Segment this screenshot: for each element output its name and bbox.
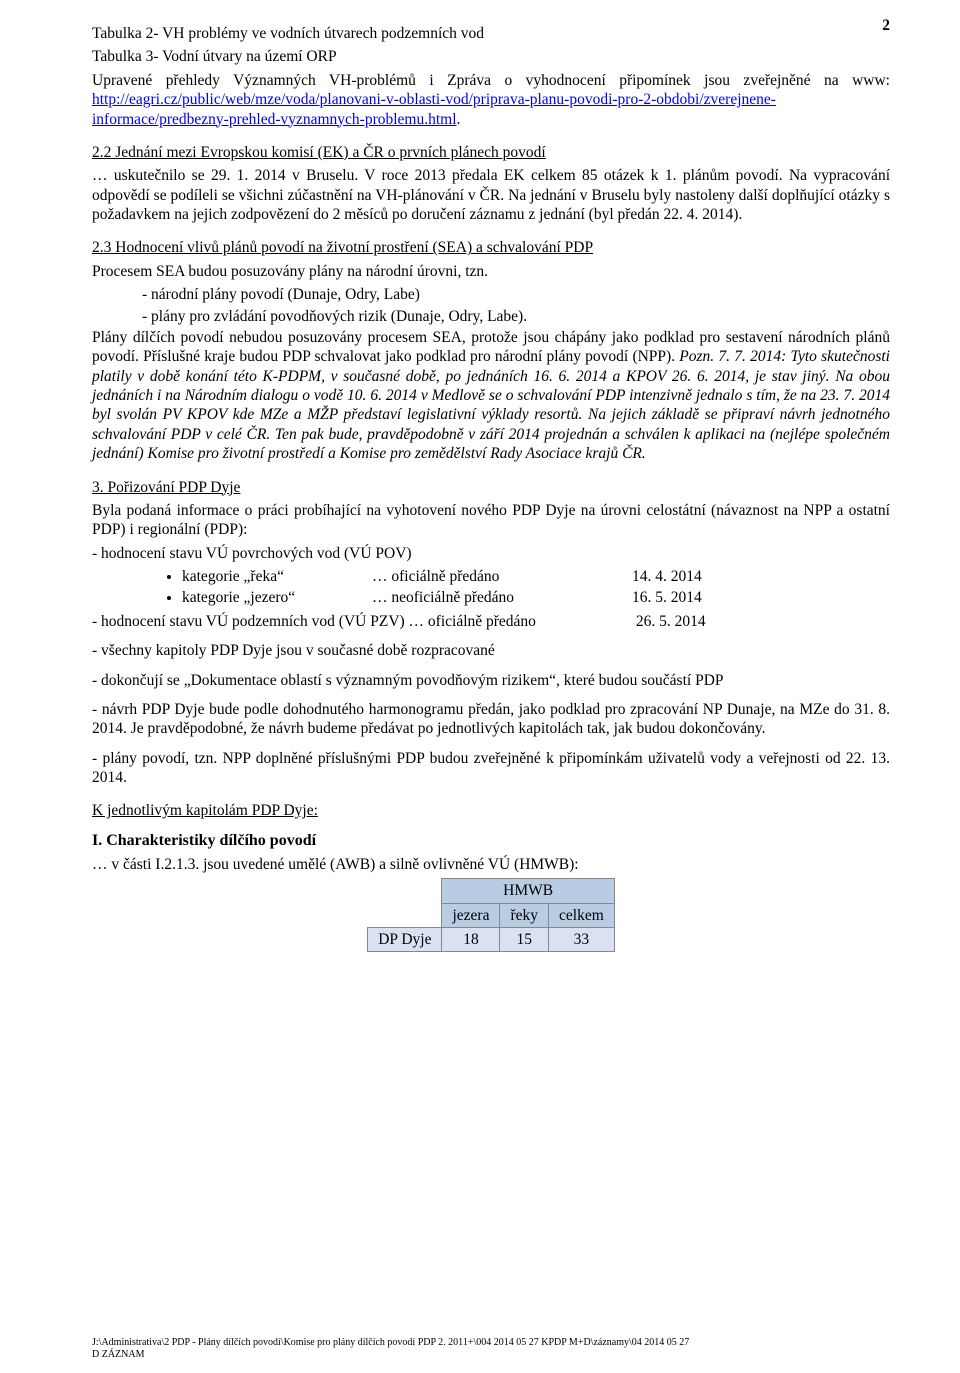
chapter-I-title: I. Charakteristiky dílčího povodí	[92, 832, 316, 849]
section-3-l2-line: - hodnocení stavu VÚ podzemních vod (VÚ …	[92, 612, 890, 631]
section-3-l1: - hodnocení stavu VÚ povrchových vod (VÚ…	[92, 544, 890, 563]
hmwb-col-celkem: celkem	[549, 903, 615, 927]
footer-path: J:\Administrativa\2 PDP - Plány dílčích …	[92, 1337, 890, 1349]
kategorie-reka-val: … oficiálně předáno	[372, 567, 632, 586]
section-3-l4: - dokončují se „Dokumentace oblastí s vý…	[92, 671, 890, 690]
section-3-l2: - hodnocení stavu VÚ podzemních vod (VÚ …	[92, 612, 632, 631]
section-3-l2-date: 26. 5. 2014	[636, 613, 706, 630]
section-2-3-p2: Plány dílčích povodí nebudou posuzovány …	[92, 328, 890, 464]
section-2-2-body: … uskutečnilo se 29. 1. 2014 v Bruselu. …	[92, 166, 890, 224]
chapter-I-line: … v části I.2.1.3. jsou uvedené umělé (A…	[92, 855, 890, 874]
footer-label: D ZÁZNAM	[92, 1349, 890, 1361]
section-3-heading: 3. Pořizování PDP Dyje	[92, 479, 240, 496]
section-2-3-note-italic: Pozn. 7. 7. 2014: Tyto skutečnosti plati…	[92, 348, 890, 462]
hmwb-v2: 15	[500, 927, 549, 951]
tabulka-3-line: Tabulka 3- Vodní útvary na území ORP	[92, 47, 890, 66]
kategorie-jezero-date: 16. 5. 2014	[632, 588, 702, 607]
hmwb-header: HMWB	[442, 879, 614, 903]
tabulka-2-line: Tabulka 2- VH problémy ve vodních útvare…	[92, 24, 890, 43]
kategorie-reka-date: 14. 4. 2014	[632, 567, 702, 586]
sea-bullet-1: - národní plány povodí (Dunaje, Odry, La…	[142, 285, 890, 304]
eagri-link[interactable]: http://eagri.cz/public/web/mze/voda/plan…	[92, 91, 776, 127]
intro-link-end: .	[457, 111, 461, 128]
kategorie-reka: kategorie „řeka“ … oficiálně předáno 14.…	[182, 567, 890, 586]
hmwb-col-jezera: jezera	[442, 903, 500, 927]
kategorie-jezero-val: … neoficiálně předáno	[372, 588, 632, 607]
section-2-2-heading: 2.2 Jednání mezi Evropskou komisí (EK) a…	[92, 144, 546, 161]
section-2-3-p1: Procesem SEA budou posuzovány plány na n…	[92, 262, 890, 281]
kategorie-jezero-label: kategorie „jezero“	[182, 588, 372, 607]
section-2-3-heading: 2.3 Hodnocení vlivů plánů povodí na živo…	[92, 239, 593, 256]
section-3-l6: - plány povodí, tzn. NPP doplněné příslu…	[92, 749, 890, 788]
kategorie-reka-label: kategorie „řeka“	[182, 567, 372, 586]
hmwb-row-label: DP Dyje	[368, 927, 442, 951]
kapitoly-subheading: K jednotlivým kapitolám PDP Dyje:	[92, 802, 318, 819]
intro-prefix: Upravené přehledy Významných VH-problémů…	[92, 72, 890, 89]
page-number: 2	[882, 16, 890, 35]
hmwb-v1: 18	[442, 927, 500, 951]
hmwb-table: HMWB jezera řeky celkem DP Dyje 18 15 33	[367, 878, 615, 952]
intro-link-paragraph: Upravené přehledy Významných VH-problémů…	[92, 71, 890, 129]
footer: J:\Administrativa\2 PDP - Plány dílčích …	[92, 1337, 890, 1361]
section-3-l5: - návrh PDP Dyje bude podle dohodnutého …	[92, 700, 890, 739]
kategorie-jezero: kategorie „jezero“ … neoficiálně předáno…	[182, 588, 890, 607]
hmwb-v3: 33	[549, 927, 615, 951]
hmwb-col-reky: řeky	[500, 903, 549, 927]
section-3-p1: Byla podaná informace o práci probíhajíc…	[92, 501, 890, 540]
section-3-l3: - všechny kapitoly PDP Dyje jsou v souča…	[92, 641, 890, 660]
sea-bullet-2: - plány pro zvládání povodňových rizik (…	[142, 307, 890, 326]
